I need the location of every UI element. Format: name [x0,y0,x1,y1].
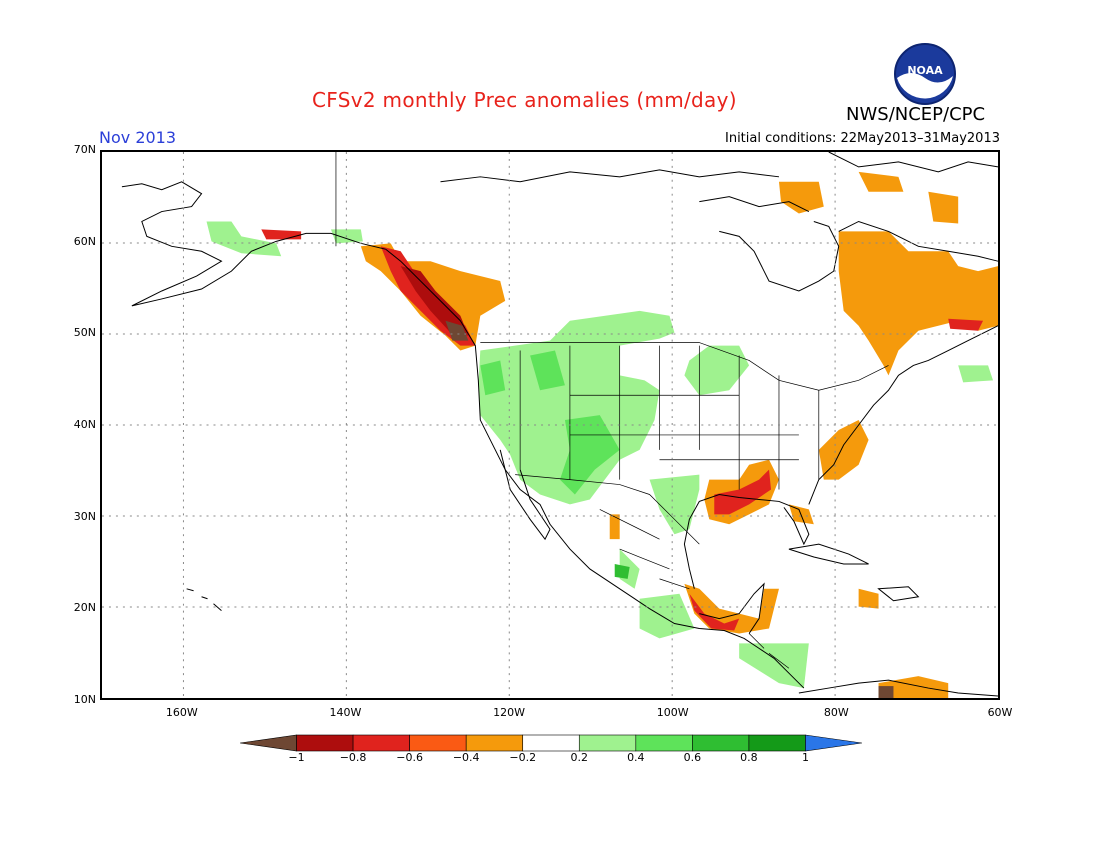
central-america-borders [748,633,790,669]
wet-area-newfoundland [958,365,994,383]
dry-heavy-mexico [689,593,740,631]
colorbar-segment-9 [748,734,806,752]
colorbar [240,734,862,752]
colorbar-segment-1 [296,734,354,752]
colorbar-tick-label: −0.2 [509,751,537,764]
colorbar-segment-min [240,734,297,752]
colorbar-tick-label: −0.6 [396,751,423,764]
coastline-arctic [440,169,780,183]
colorbar-tick-label: 0.8 [740,751,758,764]
wet-area-mexico-south [639,593,695,639]
political-boundaries [335,152,889,669]
lat-label-20N: 20N [73,601,96,615]
colorbar-segment-6 [578,734,637,752]
dry-area-east-coast [818,420,869,480]
graticule [102,152,998,698]
colorbar-segment-8 [692,734,750,752]
coastline-hispaniola [877,586,920,602]
wet-area-mexico [619,549,640,589]
us-state-lines [519,345,820,490]
initial-conditions: Initial conditions: 22May2013–31May2013 [725,131,1000,146]
lon-label-60W: 60W [987,706,1013,719]
lat-label-30N: 30N [73,509,96,523]
coastline-alaska [121,181,386,307]
coastline-baja [499,449,551,541]
lat-label-10N: 10N [73,693,96,706]
lat-label-60N: 60N [73,234,96,248]
colorbar-segment-7 [635,734,693,752]
colorbar-tick-label: 0.4 [627,751,645,764]
agency-label: NWS/NCEP/CPC [846,104,986,125]
coastline-gulf [683,493,810,589]
anomaly-shading [206,171,998,698]
dry-area-greenland [858,171,904,192]
colorbar-segment-2 [352,734,410,752]
lon-label-160W: 160W [165,706,198,719]
coastlines [121,152,998,697]
forecast-period: Nov 2013 [99,128,177,147]
dry-max-vancouver [445,320,469,341]
colorbar-tick-label: −1 [288,751,305,764]
colorbar-tick-label: 0.2 [570,751,589,764]
dry-extreme-bc [400,266,469,336]
lon-label-120W: 120W [493,706,526,719]
colorbar-segment-4 [465,734,524,752]
wet-strong-mexico [614,563,630,579]
lat-label-50N: 50N [73,326,96,340]
dry-area-quebec [838,231,998,376]
lat-label-40N: 40N [73,418,96,431]
dry-area-baffin [928,191,959,224]
coastline-baffin [699,196,810,213]
colorbar-tick-label: 0.6 [683,751,702,764]
dry-area-labrador [778,181,824,214]
colorbar-tick-label: −0.8 [339,751,367,764]
wet-area-central-america [739,643,809,689]
mexico-state-lines [599,509,690,590]
map-canvas [102,152,998,698]
us-mexico-border [515,474,700,545]
wet-area-texas [649,474,700,535]
wet-area-yukon [330,229,363,244]
wet-area-plains [684,345,750,396]
colorbar-segment-max [805,734,862,752]
coastline-east [808,325,998,505]
coastline-south-america [798,679,998,697]
coastline-hawaii [186,588,222,612]
wet-moderate-idaho [530,350,565,391]
logo-text: NOAA [907,64,943,77]
lon-label-140W: 140W [329,706,362,719]
noaa-logo: NOAA [894,43,956,105]
dry-heavy-ak [261,229,302,240]
coastline-west [385,248,805,689]
coastline-cuba [788,543,869,565]
dry-max-venezuela [878,686,894,698]
coastline-hudson-bay [719,221,840,292]
coastline-yucatan [699,582,765,634]
dry-area-texas-small [609,514,620,540]
lon-label-80W: 80W [823,706,849,719]
lat-label-70N: 70N [73,143,96,156]
lon-label-100W: 100W [656,706,689,719]
wet-moderate-oregon [480,360,506,396]
dry-heavy-quebec [948,318,984,331]
chart-title: CFSv2 monthly Prec anomalies (mm/day) [312,88,737,112]
anomaly-map [100,150,1000,700]
colorbar-segment-5 [522,734,580,752]
dry-area-caribbean [858,588,879,609]
coastline-greenland [828,152,998,173]
wet-area-west [478,310,675,505]
colorbar-tick-label: 1 [801,751,809,764]
dry-heavy-gulf [714,469,772,515]
coastline-labrador [838,220,998,262]
colorbar-tick-label: −0.4 [452,751,480,764]
colorbar-segment-3 [409,734,467,752]
wet-area-alaska [206,221,282,257]
